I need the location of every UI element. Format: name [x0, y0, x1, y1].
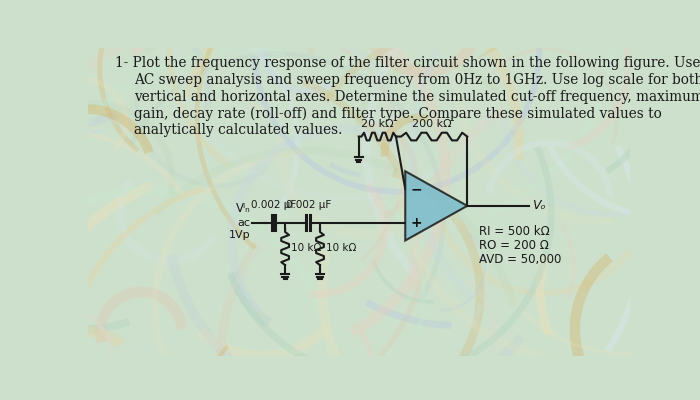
Text: 1Vp: 1Vp: [229, 230, 251, 240]
Text: 0.002 μF: 0.002 μF: [286, 200, 331, 210]
Text: gain, decay rate (roll-off) and filter type. Compare these simulated values to: gain, decay rate (roll-off) and filter t…: [134, 106, 662, 121]
Text: 200 kΩ: 200 kΩ: [412, 119, 452, 129]
Text: Vᴵₙ: Vᴵₙ: [235, 202, 251, 215]
Text: 1- Plot the frequency response of the filter circuit shown in the following figu: 1- Plot the frequency response of the fi…: [115, 56, 700, 70]
Text: 0.002 μF: 0.002 μF: [251, 200, 296, 210]
Polygon shape: [405, 171, 468, 240]
Text: AVD = 50,000: AVD = 50,000: [479, 253, 561, 266]
Text: vertical and horizontal axes. Determine the simulated cut-off frequency, maximum: vertical and horizontal axes. Determine …: [134, 90, 700, 104]
Text: 10 kΩ: 10 kΩ: [291, 243, 322, 253]
Text: 10 kΩ: 10 kΩ: [326, 243, 356, 253]
Text: 20 kΩ: 20 kΩ: [361, 119, 393, 129]
Text: +: +: [411, 216, 422, 230]
Text: RI = 500 kΩ: RI = 500 kΩ: [479, 225, 550, 238]
Text: RO = 200 Ω: RO = 200 Ω: [479, 239, 549, 252]
Text: AC sweep analysis and sweep frequency from 0Hz to 1GHz. Use log scale for both: AC sweep analysis and sweep frequency fr…: [134, 73, 700, 87]
Text: ac: ac: [237, 218, 251, 228]
Text: −: −: [411, 182, 422, 196]
Text: analytically calculated values.: analytically calculated values.: [134, 124, 342, 138]
Text: Vₒ: Vₒ: [533, 199, 546, 212]
